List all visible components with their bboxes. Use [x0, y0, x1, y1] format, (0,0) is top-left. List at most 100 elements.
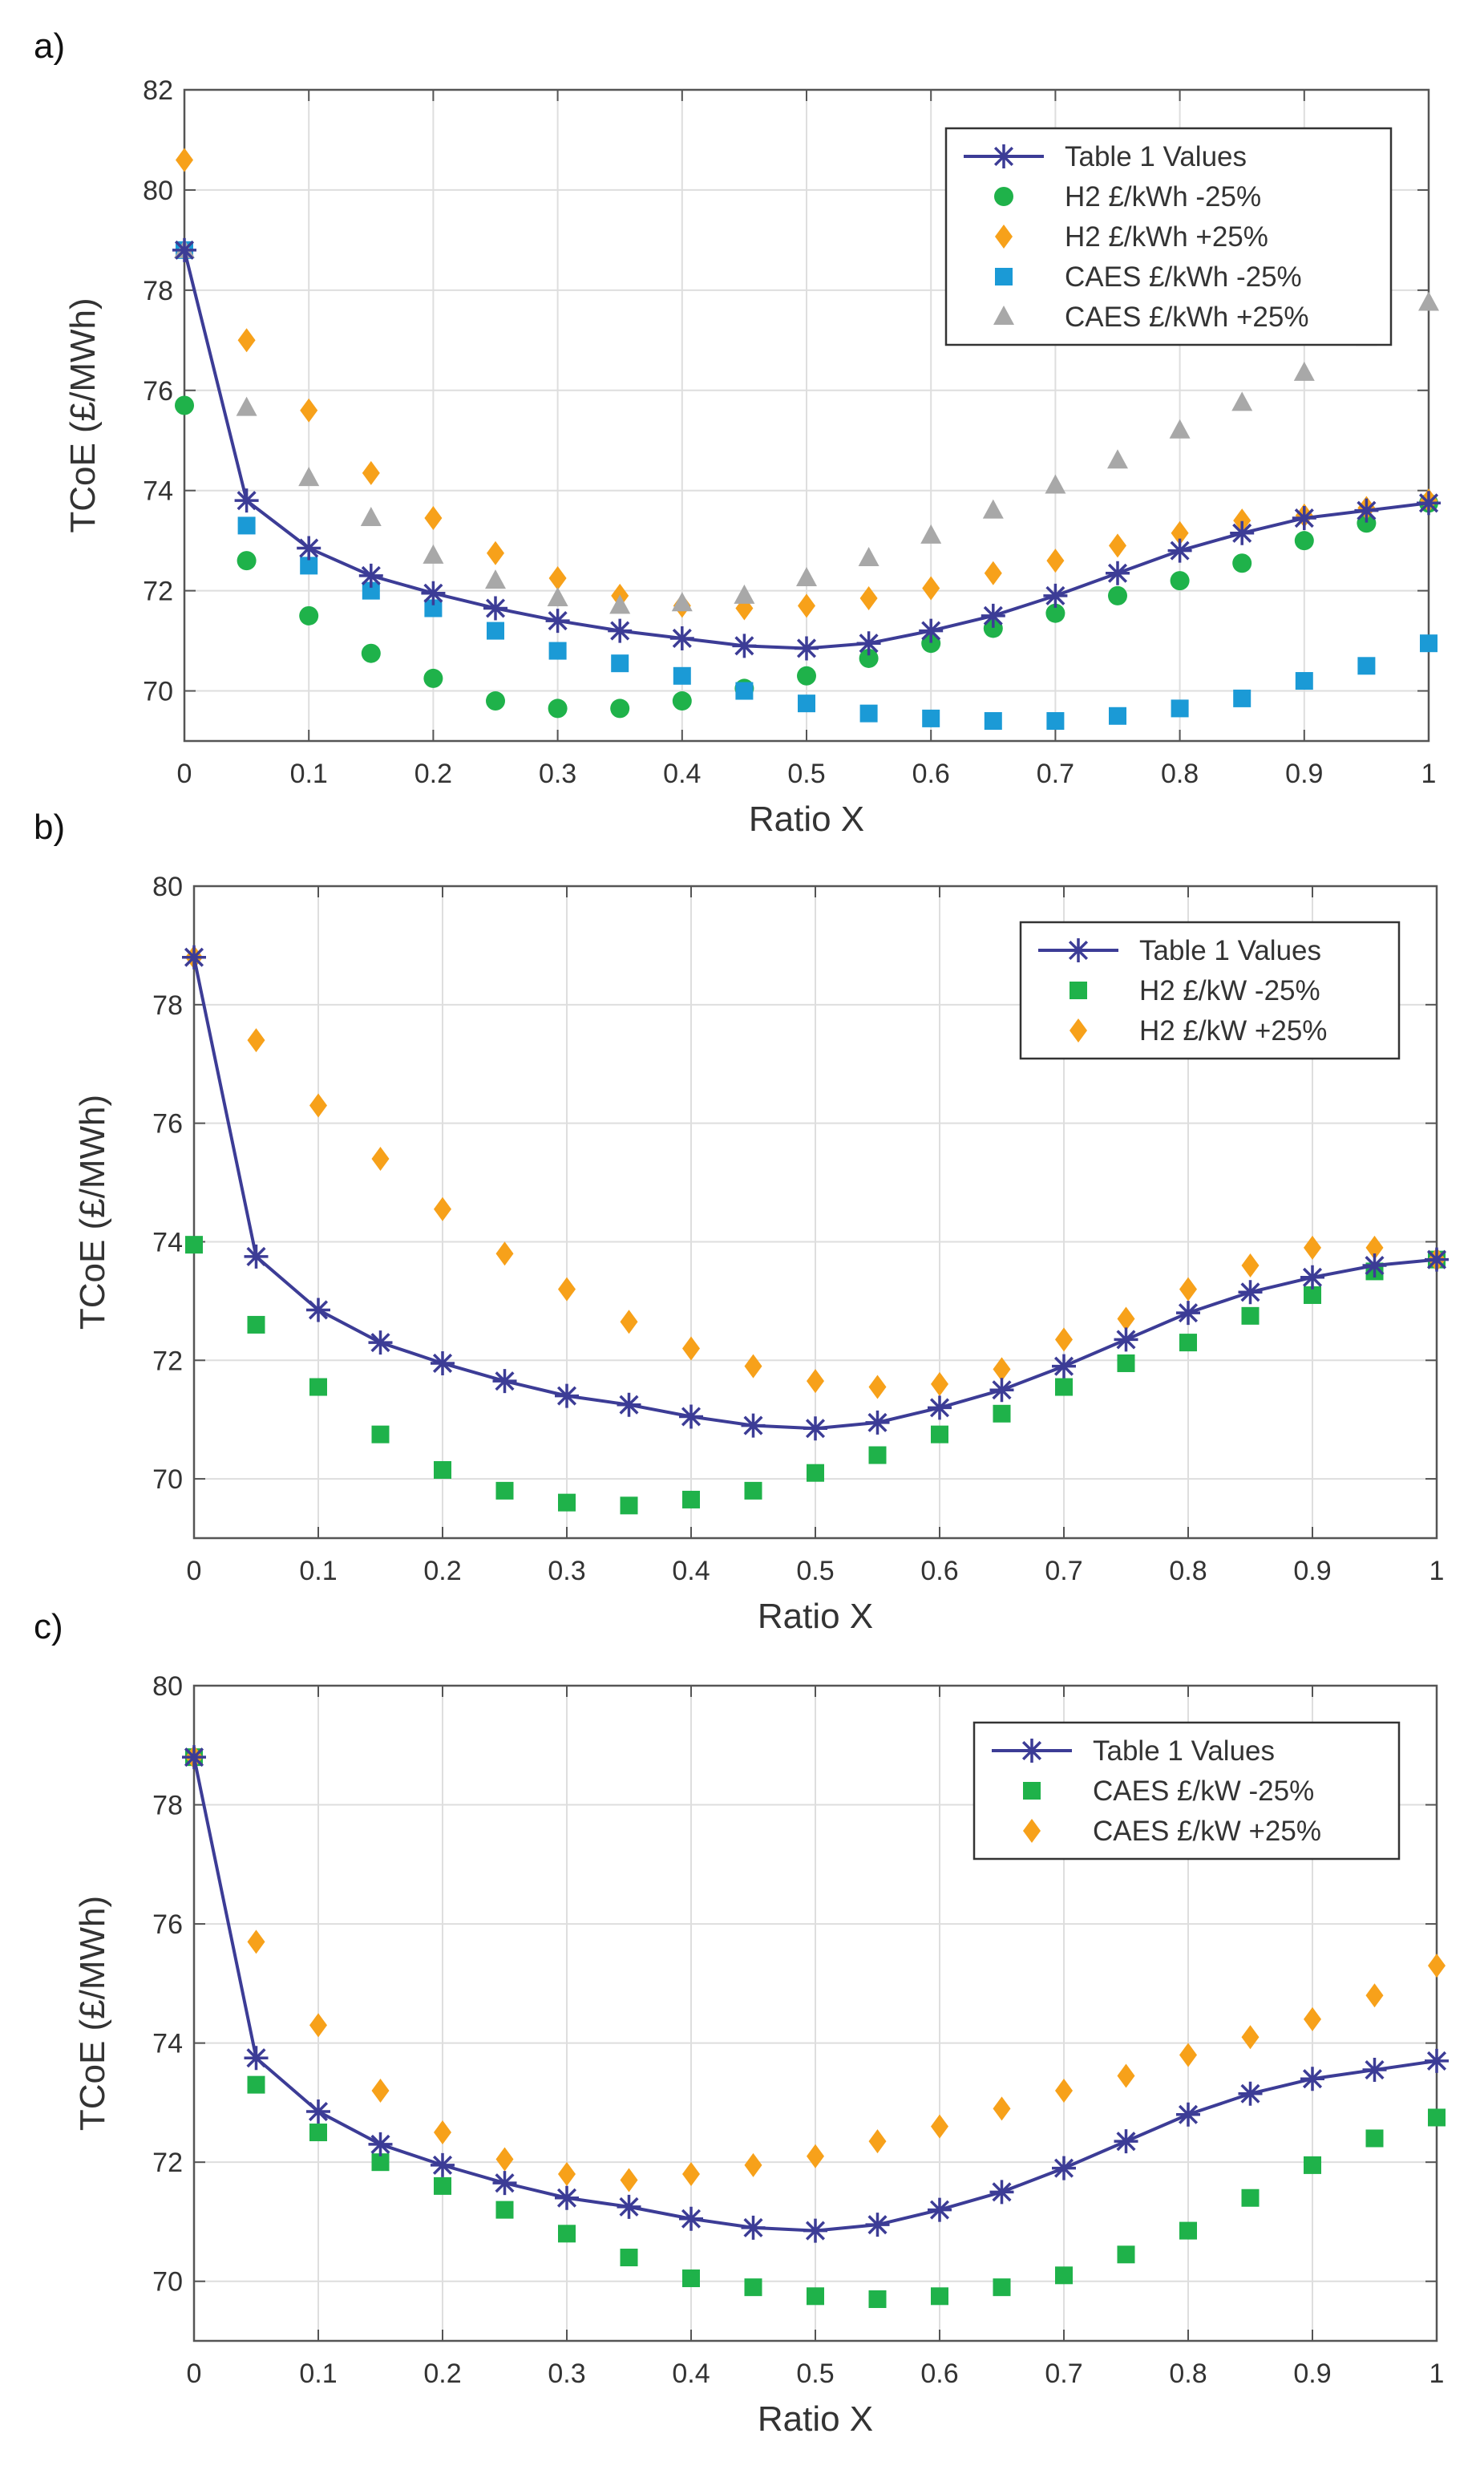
data-point — [309, 1093, 327, 1118]
y-tick-label: 82 — [143, 75, 173, 106]
legend-marker — [1020, 1739, 1044, 1763]
data-point — [931, 1371, 948, 1396]
data-point — [1304, 2156, 1321, 2174]
data-point — [1238, 1280, 1263, 1305]
data-point — [1055, 2079, 1073, 2103]
data-point — [237, 551, 257, 571]
data-point — [868, 1375, 887, 1399]
x-tick-label: 1 — [1421, 759, 1437, 789]
data-point — [989, 2180, 1014, 2205]
data-point — [172, 237, 196, 262]
data-point — [306, 1298, 330, 1322]
legend-box — [944, 127, 1393, 346]
data-point — [1241, 2025, 1260, 2050]
x-tick-label: 0 — [177, 759, 192, 789]
data-point — [1117, 1306, 1135, 1331]
data-point — [555, 1383, 579, 1408]
data-point — [807, 1464, 824, 1482]
data-point — [1170, 571, 1190, 591]
data-point — [859, 648, 879, 668]
y-tick-label: 72 — [143, 577, 173, 607]
data-point — [993, 2278, 1011, 2297]
legend-label: CAES £/kWh +25% — [1065, 302, 1308, 333]
legend-label: CAES £/kW -25% — [1093, 1775, 1314, 1807]
legend-label: Table 1 Values — [1139, 935, 1321, 966]
y-tick-label: 74 — [152, 2029, 183, 2059]
x-axis-title: Ratio X — [758, 1597, 873, 1636]
data-point — [176, 148, 193, 172]
data-point — [993, 1404, 1011, 1423]
data-point — [1231, 391, 1253, 411]
chart-panel-1: a) 0 0.1 0.2 0.3 0.4 0.5 0.6 0.7 0.8 0.9 1 70 72 74 76 7… — [34, 26, 1441, 839]
data-point — [1176, 1301, 1200, 1326]
data-point — [247, 2075, 265, 2094]
data-point — [1045, 603, 1065, 623]
legend-marker — [1066, 938, 1090, 962]
data-point — [1238, 2081, 1263, 2106]
series-1 — [182, 1745, 1449, 2243]
x-tick-label: 0.5 — [796, 1556, 834, 1586]
x-tick-label: 0.1 — [299, 2359, 337, 2389]
data-point — [299, 605, 319, 626]
data-point — [1179, 1334, 1197, 1352]
data-point — [1357, 513, 1377, 533]
data-point — [548, 566, 567, 590]
y-tick-label: 78 — [143, 276, 173, 306]
data-point — [1241, 1306, 1260, 1325]
x-tick-label: 0.4 — [672, 2359, 710, 2389]
legend-marker — [1023, 1819, 1041, 1843]
data-point — [920, 524, 942, 544]
x-tick-label: 0 — [187, 2359, 202, 2389]
data-point — [617, 2194, 641, 2219]
data-point — [1295, 672, 1313, 690]
legend-label: CAES £/kWh -25% — [1065, 261, 1302, 293]
x-tick-label: 0.3 — [539, 759, 576, 789]
y-tick-label: 76 — [152, 1109, 183, 1140]
data-point — [1055, 1327, 1073, 1352]
data-point — [1241, 2188, 1260, 2207]
data-point — [795, 636, 819, 661]
data-point — [1171, 520, 1189, 545]
x-tick-label: 0.1 — [290, 759, 328, 789]
data-point — [297, 536, 321, 561]
data-point — [993, 2096, 1011, 2121]
data-point — [611, 654, 629, 673]
data-point — [989, 1378, 1014, 1403]
data-point — [928, 2197, 952, 2222]
data-point — [1300, 2067, 1324, 2091]
data-point — [1114, 2129, 1138, 2154]
data-point — [495, 2147, 514, 2172]
data-point — [922, 576, 940, 601]
data-point — [1179, 2221, 1197, 2240]
legend: Table 1 Values CAES £/kW -25% CAES £/kW +2… — [972, 1721, 1401, 1861]
data-point — [1233, 689, 1251, 707]
legend-label: H2 £/kW -25% — [1139, 975, 1320, 1006]
legend-label: CAES £/kW +25% — [1093, 1816, 1321, 1847]
data-point — [1046, 712, 1065, 731]
data-point — [371, 1425, 390, 1443]
data-point — [1232, 553, 1252, 573]
data-point — [928, 1395, 952, 1420]
x-axis-title: Ratio X — [758, 2399, 873, 2439]
data-point — [1052, 1354, 1076, 1379]
data-point — [309, 2013, 327, 2038]
data-point — [1418, 291, 1439, 311]
x-tick-label: 0.3 — [548, 2359, 585, 2389]
series-1 — [182, 945, 1449, 1441]
x-tick-label: 0.2 — [414, 759, 452, 789]
data-point — [919, 618, 944, 643]
data-point — [868, 2290, 887, 2309]
data-point — [1304, 1235, 1321, 1260]
data-point — [1176, 2102, 1200, 2127]
y-tick-label: 70 — [143, 677, 173, 707]
data-point — [487, 622, 504, 640]
data-point — [673, 666, 691, 685]
legend-marker — [995, 225, 1013, 249]
data-point — [360, 507, 382, 527]
x-tick-label: 0.5 — [787, 759, 825, 789]
data-point — [309, 1378, 327, 1396]
x-tick-label: 0.2 — [423, 1556, 461, 1586]
data-point — [185, 1236, 203, 1254]
data-point — [175, 395, 194, 415]
data-point — [984, 561, 1002, 585]
